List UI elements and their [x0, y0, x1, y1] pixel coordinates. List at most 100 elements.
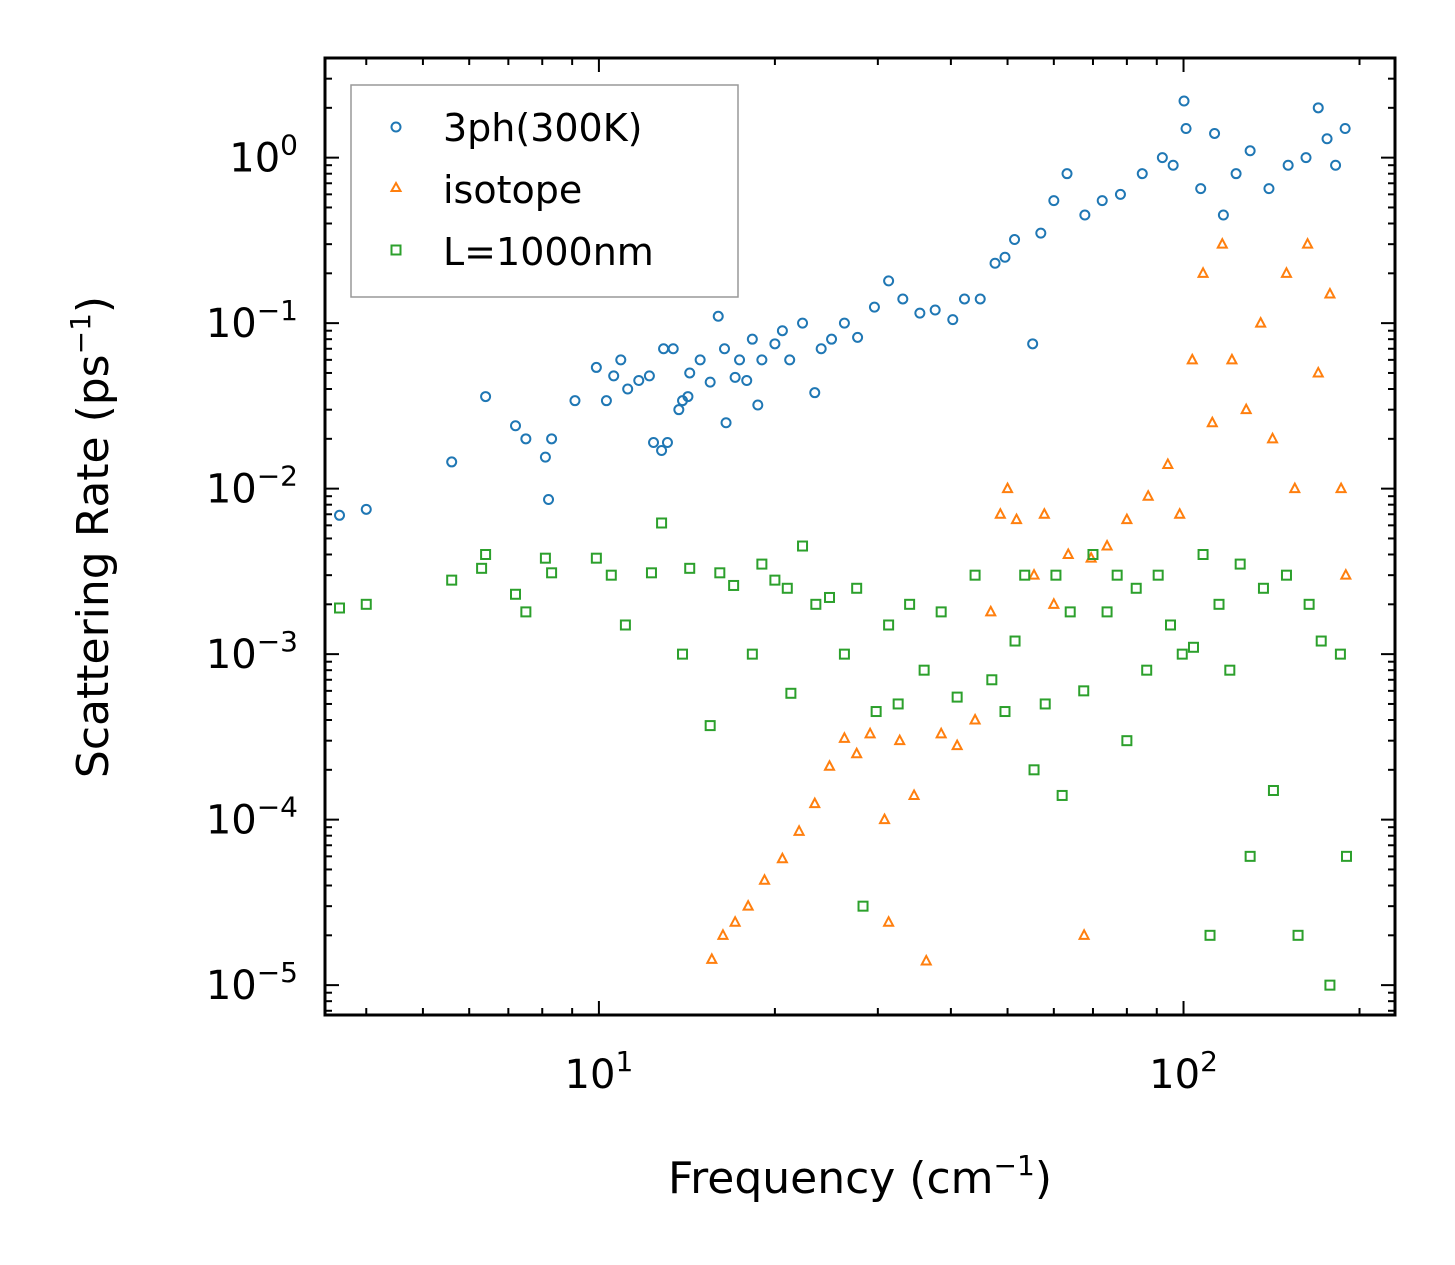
- data-point-boundary: [360, 598, 372, 610]
- data-point-3ph: [769, 338, 781, 350]
- data-point-boundary: [969, 569, 981, 581]
- y-tick-label: 100: [229, 129, 298, 182]
- data-point-3ph: [1230, 168, 1242, 180]
- data-point-isotope: [808, 796, 821, 809]
- y-axis-title-sup: −1: [64, 313, 97, 354]
- data-point-boundary: [857, 900, 869, 912]
- data-point-boundary: [1141, 664, 1153, 676]
- data-point-boundary: [892, 698, 904, 710]
- data-point-boundary: [1176, 648, 1188, 660]
- data-point-3ph: [883, 275, 895, 287]
- data-point-3ph: [520, 433, 532, 445]
- data-point-isotope: [1280, 266, 1293, 278]
- data-point-boundary: [1130, 582, 1142, 594]
- data-point-isotope: [863, 726, 877, 739]
- x-tick-label-base: 10: [1149, 1052, 1200, 1098]
- data-point-boundary: [1334, 648, 1346, 660]
- data-point-boundary: [1111, 569, 1123, 581]
- data-point-3ph: [590, 361, 602, 373]
- data-point-3ph: [1114, 188, 1126, 200]
- data-point-isotope: [968, 712, 982, 725]
- data-point-boundary: [605, 569, 617, 581]
- y-axis-title: Scattering Rate (ps−1): [64, 296, 119, 778]
- y-tick-label-exp: −2: [257, 460, 298, 493]
- data-point-3ph: [648, 437, 660, 449]
- data-point-isotope: [1301, 237, 1314, 249]
- data-point-3ph: [539, 451, 551, 463]
- data-point-3ph: [633, 375, 645, 387]
- y-tick-label-base: 10: [206, 301, 257, 347]
- data-point-isotope: [1120, 512, 1134, 525]
- data-point-boundary: [756, 558, 768, 570]
- y-tick-label-base: 10: [206, 632, 257, 678]
- y-tick-label-base: 10: [229, 136, 280, 182]
- data-point-isotope: [1240, 402, 1253, 415]
- data-point-3ph: [729, 371, 741, 383]
- data-point-3ph: [1244, 145, 1256, 157]
- data-point-boundary: [1101, 606, 1113, 618]
- data-point-boundary: [656, 517, 668, 529]
- data-point-boundary: [870, 706, 882, 718]
- data-point-boundary: [1244, 850, 1256, 862]
- data-point-boundary: [797, 540, 809, 552]
- series-triangle: [705, 237, 1352, 966]
- x-tick-label: 102: [1149, 1045, 1218, 1098]
- data-point-3ph: [712, 310, 724, 322]
- data-point-isotope: [920, 953, 933, 966]
- data-point-boundary: [1152, 569, 1164, 581]
- data-point-isotope: [935, 726, 948, 739]
- y-tick-label: 10−3: [206, 625, 298, 678]
- data-point-boundary: [1028, 764, 1040, 776]
- data-point-boundary: [1340, 850, 1352, 862]
- data-point-isotope: [1142, 489, 1155, 501]
- data-point-boundary: [785, 687, 797, 699]
- data-point-isotope: [1323, 286, 1337, 299]
- data-point-boundary: [1315, 635, 1327, 647]
- data-point-boundary: [476, 562, 488, 574]
- data-point-isotope: [716, 928, 730, 940]
- y-tick-label-exp: −3: [257, 625, 298, 658]
- data-point-isotope: [1077, 928, 1091, 940]
- data-point-isotope: [728, 915, 742, 927]
- data-point-3ph: [600, 395, 612, 407]
- data-point-3ph: [682, 391, 694, 403]
- data-point-3ph: [947, 314, 959, 326]
- data-point-isotope: [1266, 431, 1279, 444]
- data-point-boundary: [1050, 569, 1062, 581]
- data-point-3ph: [1178, 95, 1190, 107]
- data-point-boundary: [851, 582, 863, 594]
- data-point-3ph: [1156, 152, 1168, 164]
- data-point-3ph: [1282, 159, 1294, 171]
- data-point-boundary: [838, 648, 850, 660]
- data-point-isotope: [1206, 415, 1219, 428]
- data-point-isotope: [776, 851, 789, 864]
- data-point-boundary: [935, 606, 947, 618]
- y-tick-label-exp: −5: [257, 956, 298, 989]
- y-tick-label-base: 10: [206, 963, 257, 1009]
- legend-marker-isotope: [389, 180, 403, 192]
- data-point-3ph: [1136, 168, 1148, 180]
- data-point-3ph: [334, 509, 346, 521]
- data-point-3ph: [694, 354, 706, 366]
- data-point-boundary: [999, 706, 1011, 718]
- data-point-3ph: [1061, 168, 1073, 180]
- data-point-isotope: [994, 507, 1007, 519]
- data-point-3ph: [510, 420, 522, 432]
- data-point-boundary: [1292, 929, 1304, 941]
- data-point-isotope: [1254, 316, 1267, 328]
- data-point-3ph: [719, 343, 731, 355]
- data-point-boundary: [1121, 735, 1133, 747]
- data-point-3ph: [838, 317, 850, 329]
- data-point-3ph: [776, 325, 788, 337]
- data-point-isotope: [1288, 481, 1301, 494]
- data-point-3ph: [1321, 133, 1333, 145]
- data-point-isotope: [1334, 481, 1348, 494]
- y-tick-label-base: 10: [206, 798, 257, 844]
- data-point-3ph: [643, 370, 655, 382]
- legend-label-isotope: isotope: [443, 168, 582, 212]
- y-tick-label-base: 10: [206, 467, 257, 513]
- data-point-boundary: [746, 648, 758, 660]
- data-point-boundary: [1078, 685, 1090, 697]
- data-point-boundary: [480, 548, 492, 560]
